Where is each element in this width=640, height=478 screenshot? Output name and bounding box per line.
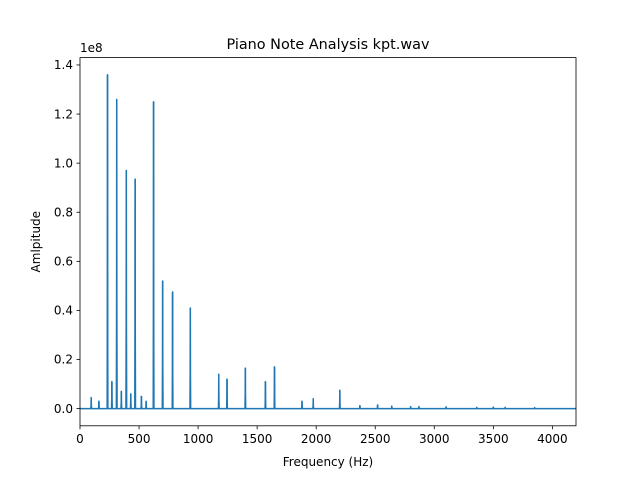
x-tick-label: 4000: [537, 432, 568, 446]
y-tick-label: 1.0: [54, 156, 73, 170]
axes-frame: [79, 57, 577, 427]
y-tick-label: 1.2: [54, 107, 73, 121]
x-tick-label: 1000: [183, 432, 214, 446]
plot-area: [80, 74, 576, 410]
x-axis: 0 500 1000 1500 2000 2500 3000 3500 4000: [76, 425, 568, 446]
y-tick-label: 0.4: [54, 304, 73, 318]
x-tick-label: 1500: [242, 432, 273, 446]
y-scale-label: 1e8: [80, 41, 103, 55]
y-tick-label: 0.8: [54, 205, 73, 219]
spectrum-line: [80, 74, 576, 410]
x-tick-label: 3500: [478, 432, 509, 446]
series-line-group: [80, 74, 576, 410]
y-axis: 0.0 0.2 0.4 0.6 0.8 1.0 1.2 1.4: [54, 58, 80, 416]
x-tick-label: 3000: [419, 432, 450, 446]
x-tick-label: 0: [76, 432, 84, 446]
y-tick-label: 1.4: [54, 58, 73, 72]
x-tick-label: 2500: [360, 432, 391, 446]
x-axis-label: Frequency (Hz): [283, 455, 374, 469]
x-tick-label: 500: [128, 432, 151, 446]
chart-title: Piano Note Analysis kpt.wav: [227, 37, 430, 53]
y-tick-label: 0.2: [54, 353, 73, 367]
y-axis-label: Amlpitude: [29, 211, 43, 273]
y-tick-label: 0.0: [54, 402, 73, 416]
y-tick-label: 0.6: [54, 255, 73, 269]
x-tick-label: 2000: [301, 432, 332, 446]
